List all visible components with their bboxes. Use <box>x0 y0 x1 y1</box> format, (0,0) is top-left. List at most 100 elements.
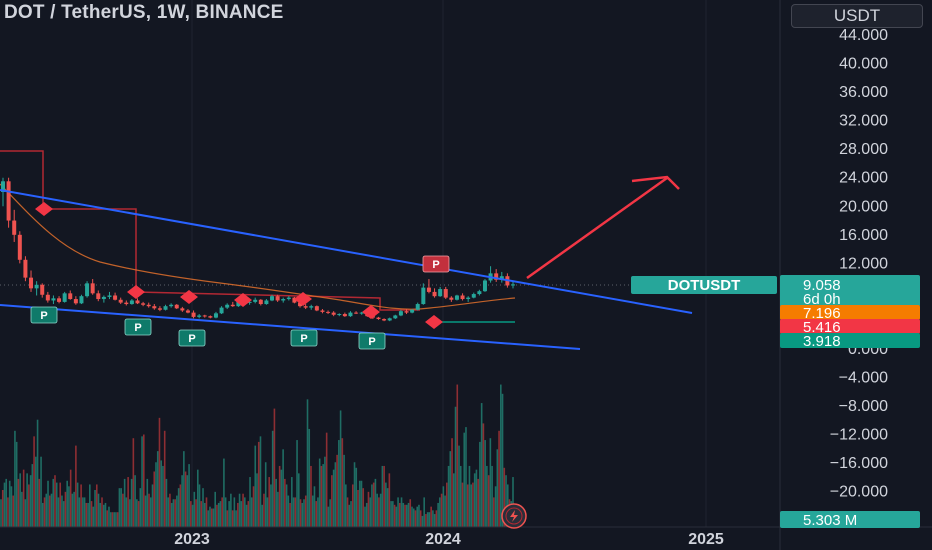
volume-bar <box>416 506 419 527</box>
volume-bar <box>371 484 373 527</box>
candle <box>146 302 151 308</box>
lower-trendline[interactable] <box>0 304 581 350</box>
volume-bar <box>237 502 239 527</box>
volume-bar <box>21 491 23 527</box>
candle <box>471 292 476 299</box>
y-tick-label: −4.000 <box>839 370 888 387</box>
volume-bar <box>263 493 265 527</box>
candle <box>90 279 95 295</box>
volume-bar <box>503 467 506 527</box>
ma-price-tag <box>780 305 920 320</box>
volume-bar <box>501 393 504 527</box>
volume-bar <box>291 477 293 527</box>
pivot-label: P <box>178 329 206 347</box>
volume-bar <box>435 510 438 527</box>
currency-button[interactable]: USDT <box>791 4 923 28</box>
volume-bar <box>268 477 270 527</box>
volume-bar <box>15 441 18 527</box>
volume-bar <box>228 501 230 527</box>
live-indicator-icon[interactable] <box>501 503 527 529</box>
volume-bar <box>230 493 232 527</box>
candle <box>185 309 190 314</box>
volume-bar <box>123 478 126 527</box>
price-tags: DOTUSDT 9.058 6d 0h 7.196 5.416 3.918 5.… <box>631 275 920 529</box>
volume-bar <box>151 484 154 527</box>
candle <box>85 281 90 298</box>
candle <box>40 283 45 298</box>
volume-bar <box>87 502 89 527</box>
candle <box>359 311 364 315</box>
volume-bar <box>118 488 121 527</box>
countdown-value: 6d 0h <box>803 291 841 308</box>
volume-bar <box>500 384 502 527</box>
y-tick-label: 32.000 <box>839 113 888 130</box>
volume-bar <box>285 484 288 527</box>
projection-arrow[interactable] <box>526 175 680 280</box>
candle <box>454 294 459 301</box>
volume-bar <box>245 504 248 527</box>
candle <box>79 294 84 305</box>
y-tick-label: 44.000 <box>839 27 888 44</box>
volume-bar <box>101 497 103 527</box>
y-tick-label: 16.000 <box>839 227 888 244</box>
candle <box>499 271 504 283</box>
volume-bar <box>203 502 206 527</box>
candle <box>107 291 112 300</box>
volume-bar <box>381 465 384 527</box>
y-tick-label: −16.000 <box>830 455 888 472</box>
volume-bar <box>235 510 237 527</box>
symbol-tag <box>631 276 777 294</box>
volume-bar <box>162 465 164 527</box>
volume-bar <box>454 406 457 527</box>
volume-bar <box>176 495 178 527</box>
candle <box>410 309 415 314</box>
y-tick-label: 20.000 <box>839 198 888 215</box>
volume-bar <box>334 462 337 527</box>
volume-bar <box>90 501 93 527</box>
candle <box>118 297 123 305</box>
volume-bar <box>465 427 467 527</box>
volume-bar <box>409 499 412 527</box>
volume-bar <box>395 506 398 527</box>
candle <box>124 300 129 306</box>
volume-bar <box>364 506 366 527</box>
volume-bar <box>97 493 100 527</box>
volume-bar <box>339 410 342 527</box>
volume-bar <box>12 495 14 527</box>
volume-bar <box>404 504 406 527</box>
upper-trendline[interactable] <box>0 189 693 314</box>
volume-bar <box>207 510 210 527</box>
candle <box>6 177 11 228</box>
volume-bar <box>146 478 149 527</box>
volume-bar <box>463 432 466 527</box>
volume-bar <box>57 497 60 527</box>
volume-bar <box>160 460 163 527</box>
volume-bar <box>14 430 16 527</box>
candle <box>393 314 398 320</box>
volume-bar <box>284 478 286 527</box>
volume-bar <box>405 504 408 527</box>
candle <box>488 266 493 283</box>
volume-bar <box>165 478 168 527</box>
volume-bar <box>26 473 28 527</box>
pivot-label: P <box>422 255 450 273</box>
support-price-tag <box>780 333 920 348</box>
candle <box>314 305 319 312</box>
volume-bar <box>357 490 359 527</box>
moving-average-line <box>0 183 516 310</box>
volume-bar <box>149 497 152 527</box>
candle <box>376 316 381 320</box>
candles <box>1 177 515 322</box>
volume-bar <box>282 449 284 527</box>
volume-bar <box>271 430 274 527</box>
volume-bar <box>116 512 119 527</box>
candle <box>113 292 118 301</box>
volume-bar <box>388 473 391 527</box>
svg-text:P: P <box>188 333 195 345</box>
candle <box>337 313 342 317</box>
volume-bar <box>125 497 128 527</box>
volume-bar <box>158 417 161 527</box>
volume-bar <box>80 484 82 527</box>
volume-bar <box>383 465 385 527</box>
